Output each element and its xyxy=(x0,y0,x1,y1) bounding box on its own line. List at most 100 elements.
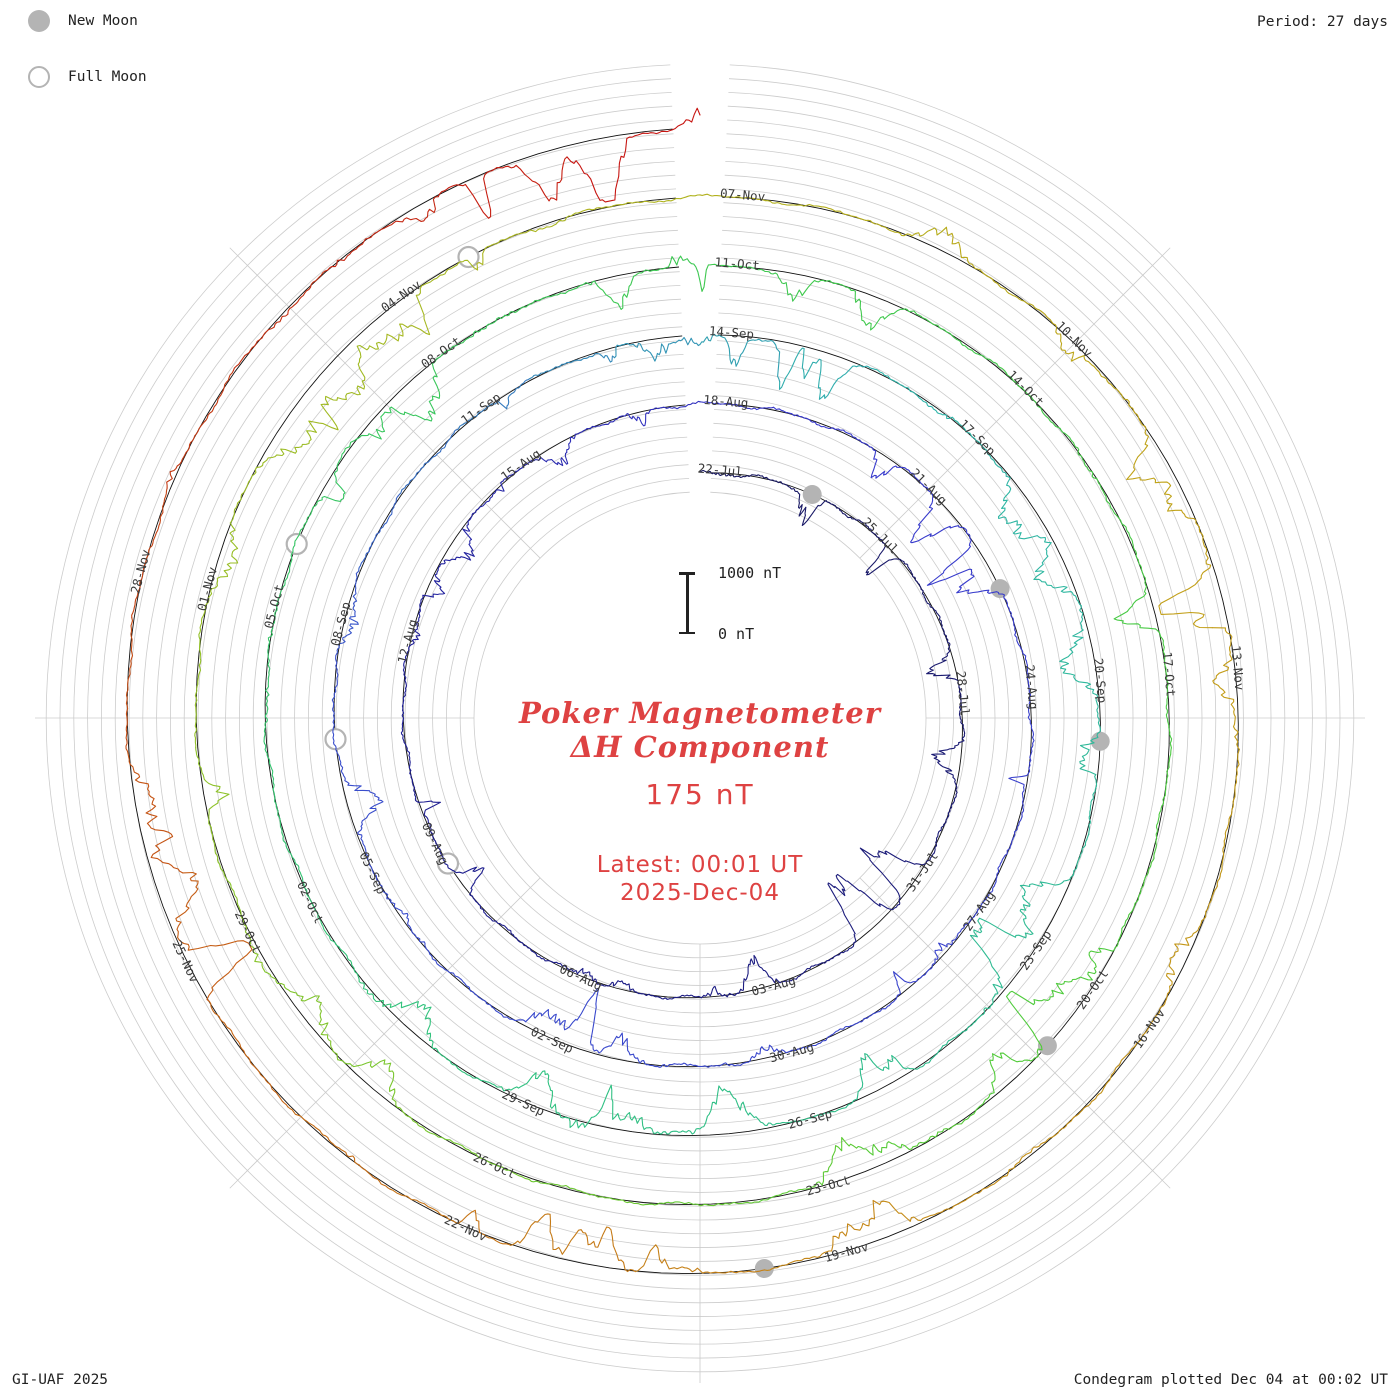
trace-segment xyxy=(996,363,1073,442)
trace-segment xyxy=(827,873,899,949)
grid-spoke xyxy=(229,877,541,1189)
trace-segment xyxy=(217,861,265,971)
date-label: 08-Oct xyxy=(418,333,464,371)
trace-segment xyxy=(1153,744,1172,855)
plotted-label: Condegram plotted Dec 04 at 00:02 UT xyxy=(1073,1372,1388,1388)
trace-segment xyxy=(756,1136,858,1203)
trace-segment xyxy=(1113,532,1162,638)
trace-segment xyxy=(1079,740,1098,835)
date-label: 06-Aug xyxy=(557,961,604,993)
trace-segment xyxy=(778,347,876,400)
full-moon-marker xyxy=(285,532,308,556)
trace-segment xyxy=(627,400,701,427)
new-moon-marker xyxy=(754,1259,774,1278)
trace-segment xyxy=(951,416,1011,488)
date-label: 17-Oct xyxy=(1160,651,1179,697)
trace-segment xyxy=(907,469,959,544)
trace-segment xyxy=(294,452,346,544)
trace-segment xyxy=(343,399,436,454)
date-label: 24-Aug xyxy=(1022,664,1041,710)
scale-max-label: 1000 nT xyxy=(718,564,782,582)
trace-segment xyxy=(926,525,990,594)
trace-segment xyxy=(800,279,907,331)
trace-segment xyxy=(1025,659,1035,738)
trace-segment xyxy=(394,1001,467,1075)
trace-segment xyxy=(498,280,599,319)
date-label: 13-Nov xyxy=(1228,645,1247,691)
trace-segment xyxy=(465,1070,557,1114)
trace-segment xyxy=(1219,748,1240,875)
date-label: 22-Jul xyxy=(697,461,743,480)
date-label: 14-Sep xyxy=(708,323,754,342)
trace-segment xyxy=(357,817,389,900)
trace-segment xyxy=(699,333,781,383)
trace-segment xyxy=(417,800,447,865)
trace-segment xyxy=(1059,651,1102,742)
trace-segment xyxy=(1158,509,1213,629)
trace-segment xyxy=(488,916,543,960)
trace-segment xyxy=(131,487,168,619)
trace-segment xyxy=(502,987,600,1031)
trace-segment xyxy=(843,430,909,479)
trace-segment xyxy=(389,1188,510,1245)
trace-segment xyxy=(529,352,616,380)
date-label: 26-Sep xyxy=(786,1106,834,1132)
date-label: 30-Aug xyxy=(768,1039,816,1065)
trace-segment xyxy=(1160,636,1173,746)
trace-segment xyxy=(437,964,504,1018)
trace-segment xyxy=(208,1000,289,1108)
credit-label: GI-UAF 2025 xyxy=(12,1372,109,1388)
trace-segment xyxy=(859,847,935,906)
grid-spoke xyxy=(229,247,541,559)
trace-segment xyxy=(817,1005,890,1045)
trace-segment xyxy=(740,1043,820,1066)
new-moon-label: New Moon xyxy=(68,13,138,29)
trace-segment xyxy=(431,317,500,401)
trace-segment xyxy=(602,980,668,1000)
trace-segment xyxy=(651,1085,747,1135)
trace-segment xyxy=(1019,833,1090,907)
date-label: 02-Sep xyxy=(528,1024,575,1056)
grid-spoke xyxy=(859,877,1171,1189)
trace-segment xyxy=(596,255,701,310)
date-label: 28-Nov xyxy=(127,548,153,595)
trace-segment xyxy=(566,413,629,454)
trace-segment xyxy=(731,954,796,996)
trace-segment xyxy=(287,1106,391,1190)
trace-segment xyxy=(507,1213,636,1273)
date-label: 18-Aug xyxy=(703,392,749,411)
trace-segment xyxy=(445,863,490,918)
date-label: 03-Aug xyxy=(750,972,798,998)
trace-segment xyxy=(175,871,253,1002)
scale-zero-label: 0 nT xyxy=(718,625,755,643)
date-label: 12-Aug xyxy=(394,618,420,665)
new-moon-marker xyxy=(1037,1036,1057,1056)
full-moon-marker xyxy=(457,245,480,269)
date-label: 29-Oct xyxy=(232,908,265,955)
trace-segment xyxy=(614,336,701,362)
trace-segment xyxy=(263,742,286,843)
date-label: 20-Sep xyxy=(1091,657,1110,703)
trace-segment xyxy=(126,750,184,874)
trace-segment xyxy=(992,813,1023,888)
trace-segment xyxy=(336,570,360,655)
trace-segment xyxy=(855,1119,966,1156)
trace-segment xyxy=(555,1084,653,1130)
date-label: 26-Oct xyxy=(471,1149,518,1181)
trace-segment xyxy=(263,969,339,1061)
magnetometer-trace xyxy=(125,107,1240,1274)
trace-segment xyxy=(863,522,908,576)
trace-segment xyxy=(398,428,459,495)
trace-segment xyxy=(384,259,475,344)
trace-segment xyxy=(874,368,953,420)
new-moon-marker xyxy=(802,485,822,504)
trace-segment xyxy=(332,738,384,819)
trace-segment xyxy=(988,591,1027,662)
trace-segment xyxy=(400,665,408,736)
trace-segment xyxy=(666,985,733,1000)
trace-segment xyxy=(501,451,569,483)
trace-segment xyxy=(997,486,1052,573)
trace-segment xyxy=(462,481,505,549)
trace-segment xyxy=(232,270,326,372)
